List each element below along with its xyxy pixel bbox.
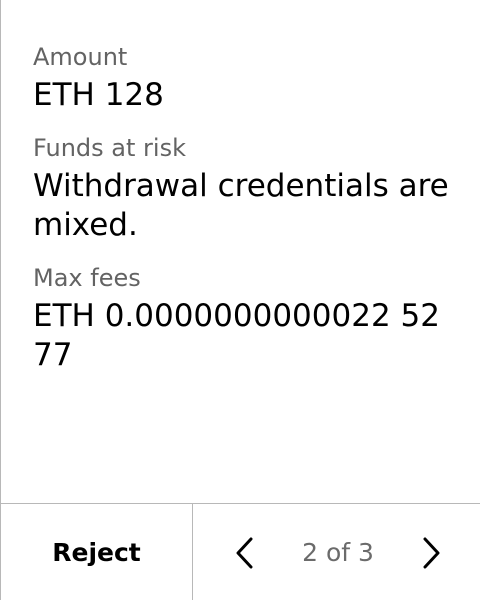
amount-label: Amount	[33, 43, 128, 71]
pagination: 2 of 3	[193, 504, 480, 600]
details-list: Amount ETH 128 Funds at risk Withdrawal …	[33, 40, 460, 375]
reject-button[interactable]: Reject	[1, 504, 193, 600]
amount-value: ETH 128	[33, 77, 164, 113]
amount-field: Amount ETH 128	[33, 40, 460, 115]
max-fees-value: ETH 0.0000000000022 5277	[33, 298, 440, 373]
chevron-left-icon[interactable]	[233, 535, 257, 571]
funds-at-risk-value: Withdrawal credentials are mixed.	[33, 168, 449, 243]
footer-bar: Reject 2 of 3	[1, 503, 480, 600]
funds-at-risk-field: Funds at risk Withdrawal credentials are…	[33, 131, 460, 245]
max-fees-field: Max fees ETH 0.0000000000022 5277	[33, 261, 460, 375]
max-fees-label: Max fees	[33, 264, 141, 292]
page-indicator: 2 of 3	[302, 538, 374, 567]
chevron-right-icon[interactable]	[419, 535, 443, 571]
funds-at-risk-label: Funds at risk	[33, 134, 186, 162]
